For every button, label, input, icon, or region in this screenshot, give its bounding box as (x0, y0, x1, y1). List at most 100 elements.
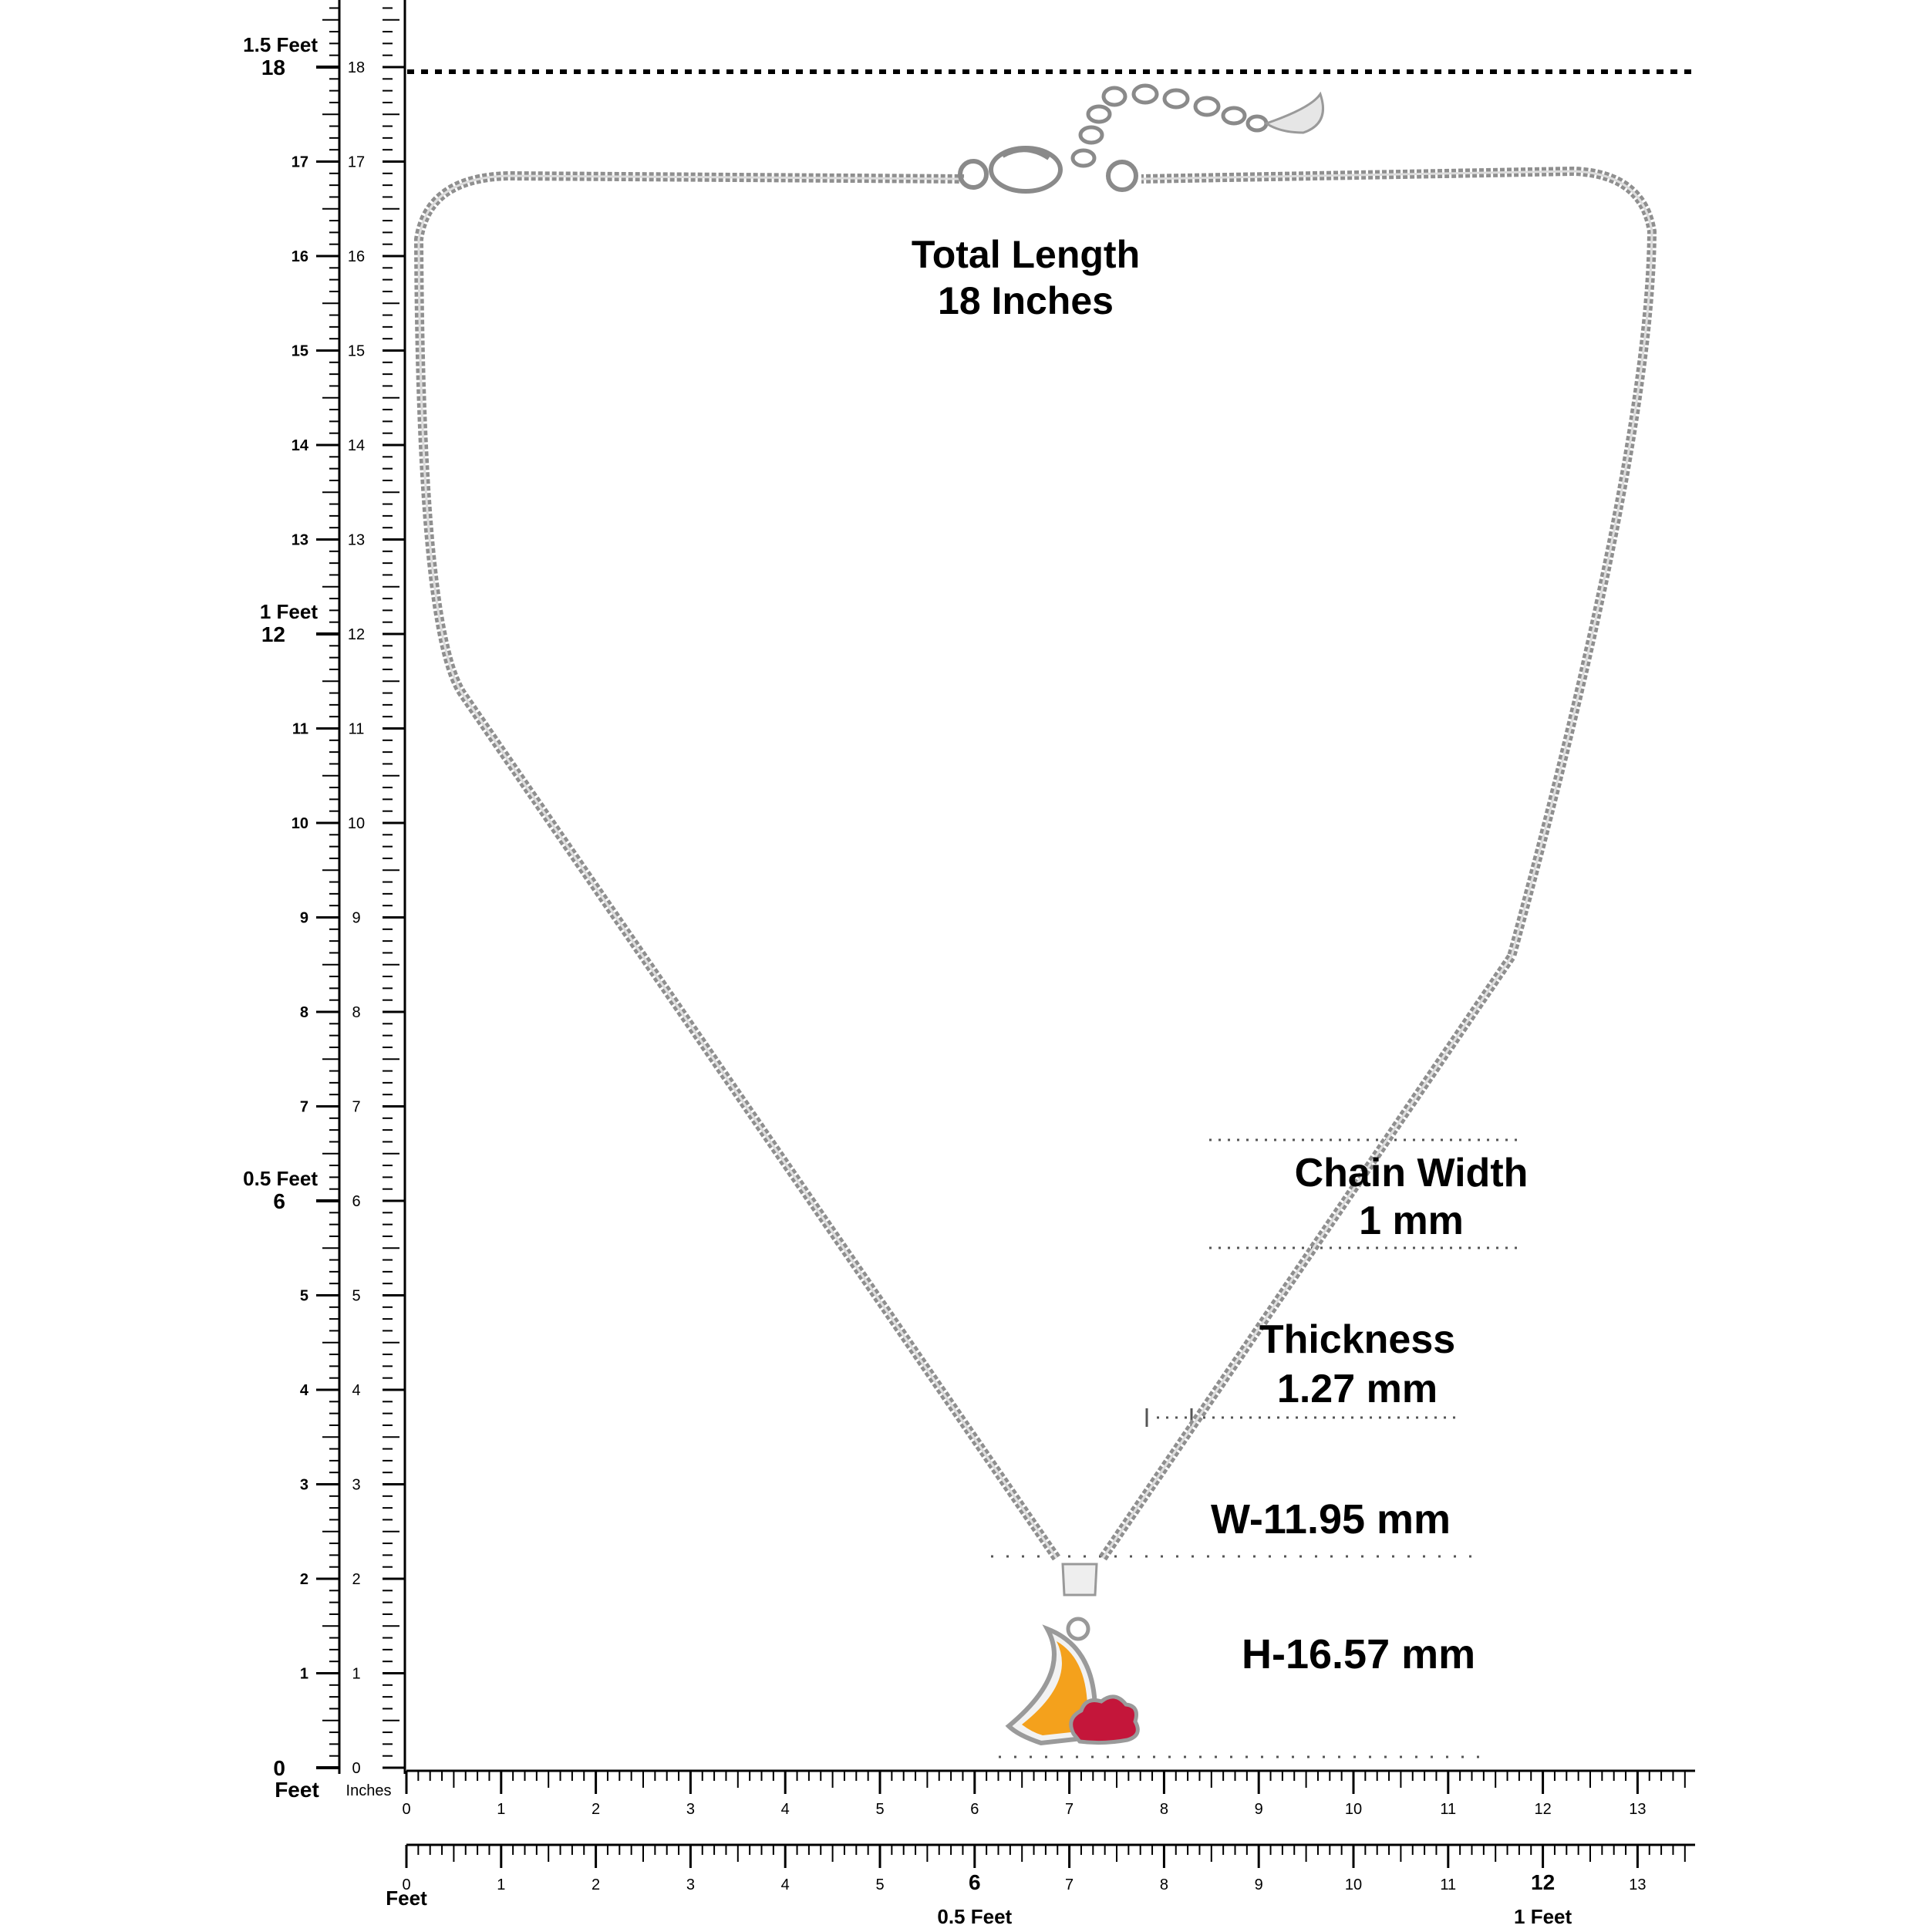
rulers: 0011223344556677889910101111121213131414… (243, 0, 1695, 1928)
horizontal-feet-ruler-inch-label: 10 (1345, 1876, 1362, 1893)
chain-width-value: 1 mm (1359, 1199, 1464, 1243)
horizontal-feet-ruler-inch-label: 13 (1629, 1876, 1646, 1893)
inch-ruler-label: 12 (348, 626, 365, 643)
pendant-height-annotation: H-16.57 mm (1242, 1631, 1476, 1677)
feet-ruler-inch-label: 2 (300, 1571, 308, 1588)
lobster-clasp (989, 146, 1063, 194)
feet-ruler-inch-label: 6 (273, 1189, 285, 1213)
extender-link (1070, 148, 1097, 168)
cloud-enamel (1069, 1694, 1140, 1745)
extender-link (1131, 83, 1159, 105)
horizontal-feet-ruler-inch-label: 11 (1440, 1876, 1456, 1893)
clasp-hook (1001, 147, 1050, 160)
pendant (1005, 1563, 1140, 1746)
feet-ruler-inch-label: 9 (300, 910, 308, 927)
extender-link (1193, 96, 1221, 117)
total-length-annotation: Total Length 18 Inches (879, 231, 1172, 324)
inch-ruler-label: 3 (352, 1477, 360, 1494)
horizontal-inch-ruler-label: 8 (1160, 1801, 1168, 1818)
inch-ruler-label: 17 (348, 154, 365, 171)
inch-ruler-label: 18 (348, 59, 365, 76)
extender-drop (1263, 91, 1324, 134)
horizontal-inch-ruler-label: 10 (1345, 1801, 1362, 1818)
horizontal-feet-ruler-inch-label: 7 (1065, 1876, 1074, 1893)
feet-ruler-inch-label: 11 (292, 721, 308, 738)
extender-chain (1070, 83, 1269, 168)
feet-ruler-inch-label: 16 (292, 248, 308, 265)
feet-ruler-inch-label: 8 (300, 1004, 308, 1021)
inch-ruler-label: 15 (348, 343, 365, 360)
horizontal-inch-ruler-label: 4 (781, 1801, 790, 1818)
horizontal-feet-ruler-feet-label: 0.5 Feet (937, 1905, 1012, 1928)
clasp (958, 146, 1138, 194)
thickness-value: 1.27 mm (1276, 1367, 1438, 1411)
feet-ruler-inch-label: 14 (292, 437, 309, 454)
horizontal-feet-ruler-inch-label: 4 (781, 1876, 790, 1893)
end-ring (1106, 160, 1138, 192)
inch-ruler-label: 9 (352, 910, 360, 927)
jump-ring (958, 159, 989, 190)
feet-ruler-inch-label: 3 (300, 1477, 308, 1494)
total-length-value: 18 Inches (938, 279, 1114, 322)
chain-width-annotation: Chain Width 1 mm (1280, 1149, 1542, 1245)
inch-ruler-label: 11 (349, 721, 365, 738)
total-length-title: Total Length (911, 233, 1141, 276)
horizontal-inch-ruler-label: 2 (592, 1801, 600, 1818)
feet-ruler-inch-label: 12 (261, 622, 285, 646)
pendant-jump-ring (1066, 1617, 1090, 1641)
thickness-title: Thickness (1259, 1317, 1456, 1362)
pendant-bail (1061, 1563, 1098, 1597)
feet-ruler-inch-label: 0 (273, 1756, 285, 1780)
horizontal-feet-ruler-inch-label: 3 (686, 1876, 695, 1893)
chain (413, 170, 1060, 1561)
feet-ruler-inch-label: 5 (300, 1288, 308, 1305)
horizontal-inch-ruler-label: 7 (1065, 1801, 1074, 1818)
pendant-width-annotation: W-11.95 mm (1211, 1496, 1451, 1543)
extender-link (1086, 104, 1112, 124)
extender-link (1221, 106, 1247, 126)
horizontal-feet-ruler-inch-label: 2 (592, 1876, 600, 1893)
extender-link (1245, 114, 1269, 133)
chain-highlight (1101, 170, 1653, 1559)
inch-ruler-unit-label: Inches (346, 1782, 392, 1799)
inch-ruler-label: 1 (352, 1666, 360, 1683)
inch-ruler-label: 5 (352, 1288, 360, 1305)
horizontal-feet-ruler-inch-label: 0 (402, 1876, 410, 1893)
extender-link (1078, 125, 1104, 145)
feet-ruler-feet-label: 1.5 Feet (243, 33, 318, 56)
horizontal-feet-ruler-inch-label: 12 (1531, 1870, 1555, 1894)
feet-ruler-inch-label: 4 (300, 1382, 309, 1399)
feet-ruler-inch-label: 1 (300, 1666, 308, 1683)
extender-link (1162, 88, 1190, 110)
horizontal-inch-ruler-label: 9 (1255, 1801, 1263, 1818)
feet-ruler-inch-label: 17 (292, 154, 308, 171)
inch-ruler-label: 0 (352, 1760, 360, 1777)
inch-ruler-label: 8 (352, 1004, 360, 1021)
horizontal-inch-ruler-label: 6 (970, 1801, 979, 1818)
horizontal-inch-ruler-label: 13 (1629, 1801, 1646, 1818)
inch-ruler-label: 14 (348, 437, 365, 454)
horizontal-inch-ruler-label: 11 (1440, 1801, 1456, 1818)
inch-ruler-label: 16 (348, 248, 365, 265)
chain-highlight (417, 174, 1058, 1559)
chain-width-title: Chain Width (1294, 1151, 1529, 1195)
thickness-annotation: Thickness 1.27 mm (1234, 1315, 1481, 1414)
extender-link (1101, 86, 1127, 107)
inch-ruler-label: 4 (352, 1382, 360, 1399)
horizontal-feet-ruler-inch-label: 9 (1255, 1876, 1263, 1893)
inch-ruler-label: 13 (348, 532, 365, 549)
horizontal-inch-ruler-label: 0 (402, 1801, 410, 1818)
horizontal-inch-ruler-label: 1 (497, 1801, 505, 1818)
horizontal-feet-ruler-inch-label: 1 (497, 1876, 505, 1893)
horizontal-feet-ruler-inch-label: 8 (1160, 1876, 1168, 1893)
horizontal-feet-ruler-inch-label: 6 (969, 1870, 981, 1894)
feet-ruler-inch-label: 13 (292, 532, 308, 549)
feet-ruler-unit-label: Feet (275, 1778, 319, 1802)
horizontal-feet-ruler-inch-label: 5 (875, 1876, 884, 1893)
horizontal-inch-ruler-label: 3 (686, 1801, 695, 1818)
feet-ruler-inch-label: 15 (292, 343, 308, 360)
feet-ruler-inch-label: 18 (261, 56, 285, 79)
feet-ruler-inch-label: 10 (292, 815, 308, 832)
